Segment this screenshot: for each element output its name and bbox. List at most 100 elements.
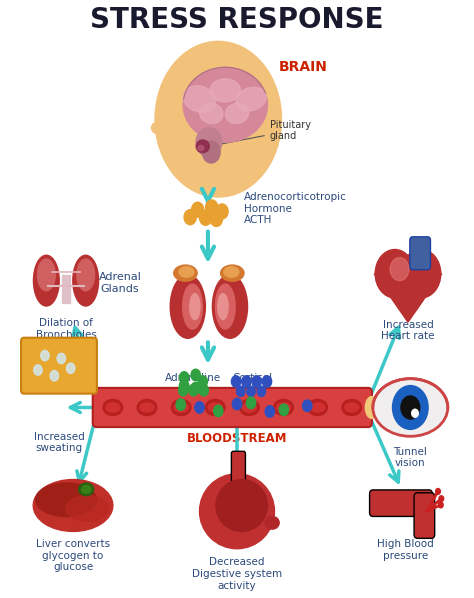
Ellipse shape bbox=[36, 483, 97, 517]
Circle shape bbox=[180, 372, 189, 383]
Circle shape bbox=[180, 380, 189, 391]
FancyBboxPatch shape bbox=[414, 493, 435, 538]
Circle shape bbox=[232, 398, 242, 410]
Ellipse shape bbox=[33, 480, 113, 532]
Ellipse shape bbox=[82, 486, 91, 493]
Circle shape bbox=[375, 249, 415, 298]
Text: Adrenal
Glands: Adrenal Glands bbox=[99, 272, 141, 294]
Ellipse shape bbox=[218, 294, 228, 319]
Text: BLOODSTREAM: BLOODSTREAM bbox=[187, 432, 287, 445]
Ellipse shape bbox=[342, 399, 362, 416]
Circle shape bbox=[214, 405, 223, 417]
Ellipse shape bbox=[205, 399, 225, 416]
Ellipse shape bbox=[212, 275, 247, 338]
Ellipse shape bbox=[183, 142, 244, 188]
Circle shape bbox=[66, 363, 75, 374]
Text: Pituitary
gland: Pituitary gland bbox=[212, 120, 311, 146]
Ellipse shape bbox=[373, 379, 448, 437]
Text: Adrenocorticotropic
Hormone
ACTH: Adrenocorticotropic Hormone ACTH bbox=[244, 192, 347, 225]
Text: Increased
sweating: Increased sweating bbox=[34, 432, 84, 453]
Ellipse shape bbox=[174, 265, 197, 281]
Circle shape bbox=[265, 406, 274, 417]
Circle shape bbox=[198, 376, 208, 388]
Ellipse shape bbox=[196, 128, 222, 157]
Circle shape bbox=[50, 371, 58, 381]
Ellipse shape bbox=[224, 267, 239, 277]
Ellipse shape bbox=[152, 121, 168, 134]
Ellipse shape bbox=[182, 284, 202, 329]
Circle shape bbox=[191, 369, 201, 381]
Circle shape bbox=[401, 249, 441, 298]
Ellipse shape bbox=[140, 403, 154, 412]
Circle shape bbox=[41, 350, 49, 361]
Text: STRESS RESPONSE: STRESS RESPONSE bbox=[90, 6, 384, 34]
Ellipse shape bbox=[196, 140, 210, 152]
Circle shape bbox=[246, 397, 256, 408]
Ellipse shape bbox=[137, 399, 157, 416]
Circle shape bbox=[216, 204, 228, 219]
Ellipse shape bbox=[365, 396, 378, 419]
Circle shape bbox=[184, 210, 196, 225]
Ellipse shape bbox=[239, 399, 259, 416]
Ellipse shape bbox=[202, 141, 220, 163]
Ellipse shape bbox=[103, 399, 123, 416]
Circle shape bbox=[57, 353, 65, 364]
Ellipse shape bbox=[220, 265, 244, 281]
Ellipse shape bbox=[216, 284, 235, 329]
Ellipse shape bbox=[73, 255, 99, 306]
Text: High Blood
pressure: High Blood pressure bbox=[377, 539, 434, 560]
Circle shape bbox=[200, 210, 212, 225]
Ellipse shape bbox=[174, 403, 188, 412]
Circle shape bbox=[34, 365, 42, 375]
Ellipse shape bbox=[77, 259, 95, 291]
Ellipse shape bbox=[183, 68, 267, 142]
Circle shape bbox=[191, 202, 204, 217]
Bar bbox=[62, 275, 70, 303]
FancyBboxPatch shape bbox=[370, 490, 432, 517]
Ellipse shape bbox=[308, 399, 328, 416]
Circle shape bbox=[237, 386, 245, 396]
Circle shape bbox=[178, 385, 188, 396]
Circle shape bbox=[390, 258, 409, 280]
Ellipse shape bbox=[170, 275, 205, 338]
Ellipse shape bbox=[236, 87, 266, 111]
Text: BRAIN: BRAIN bbox=[279, 60, 328, 74]
Circle shape bbox=[262, 376, 272, 388]
Ellipse shape bbox=[66, 495, 108, 521]
Ellipse shape bbox=[183, 86, 216, 112]
Circle shape bbox=[191, 382, 201, 394]
Ellipse shape bbox=[265, 517, 279, 529]
Text: Decreased
Digestive system
activity: Decreased Digestive system activity bbox=[192, 557, 282, 591]
Ellipse shape bbox=[216, 480, 267, 532]
Ellipse shape bbox=[37, 259, 55, 291]
Circle shape bbox=[195, 402, 204, 413]
Circle shape bbox=[279, 404, 289, 416]
Ellipse shape bbox=[210, 79, 240, 102]
Circle shape bbox=[155, 41, 282, 197]
Ellipse shape bbox=[200, 474, 274, 549]
Circle shape bbox=[439, 496, 444, 502]
Text: Tunnel
vision: Tunnel vision bbox=[393, 447, 427, 468]
Ellipse shape bbox=[34, 255, 59, 306]
Ellipse shape bbox=[273, 399, 293, 416]
Circle shape bbox=[401, 396, 419, 419]
Text: Liver converts
glycogen to
glucose: Liver converts glycogen to glucose bbox=[36, 539, 110, 572]
Ellipse shape bbox=[200, 103, 223, 124]
Ellipse shape bbox=[190, 294, 200, 319]
Circle shape bbox=[231, 376, 241, 388]
Ellipse shape bbox=[79, 483, 94, 496]
Ellipse shape bbox=[345, 403, 359, 412]
Circle shape bbox=[252, 376, 261, 388]
Circle shape bbox=[257, 386, 265, 396]
Text: Cortisol: Cortisol bbox=[232, 373, 272, 383]
Ellipse shape bbox=[198, 145, 204, 151]
Circle shape bbox=[438, 502, 443, 508]
Circle shape bbox=[412, 409, 418, 417]
Text: Dilation of
Bronchioles: Dilation of Bronchioles bbox=[36, 318, 96, 340]
Ellipse shape bbox=[242, 403, 256, 412]
Ellipse shape bbox=[225, 103, 249, 124]
Circle shape bbox=[392, 386, 428, 429]
Circle shape bbox=[206, 200, 218, 215]
Ellipse shape bbox=[310, 403, 325, 412]
Circle shape bbox=[242, 376, 251, 388]
